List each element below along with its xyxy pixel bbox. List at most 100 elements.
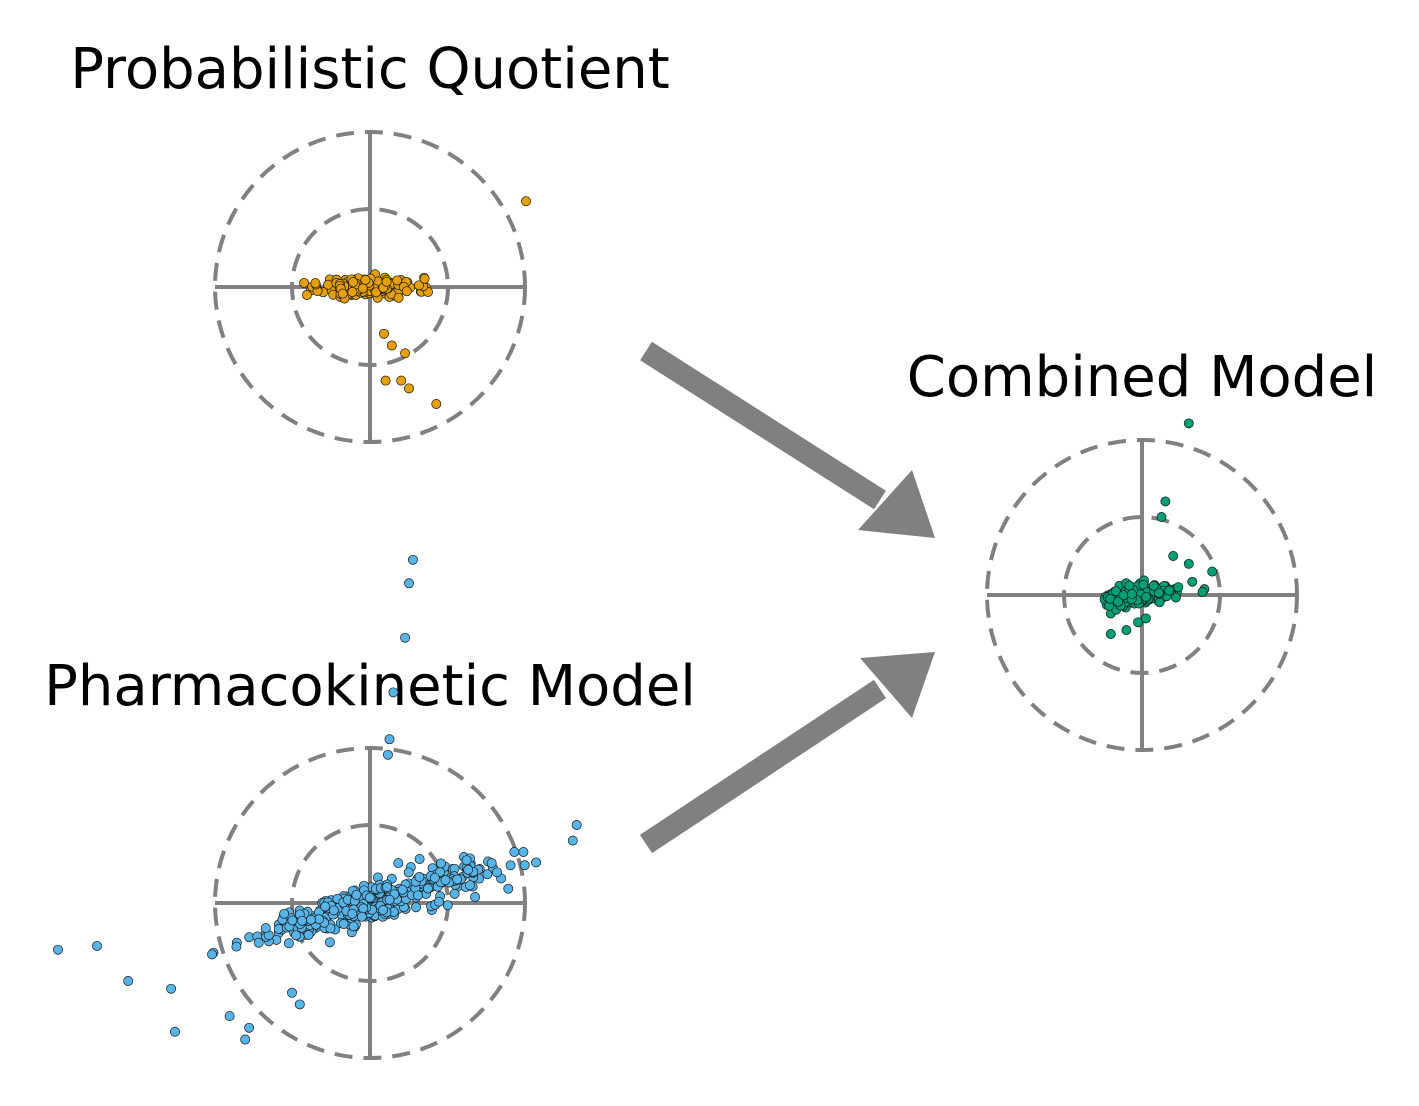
pk-point (297, 915, 307, 926)
pk-point (166, 983, 177, 994)
pk-point (414, 854, 425, 864)
combined-point (1183, 558, 1194, 569)
pk-point (518, 847, 529, 857)
panel-title-pq: Probabilistic Quotient (70, 37, 669, 102)
pq-point (404, 383, 414, 394)
pk-point (531, 857, 542, 868)
pq-point (400, 348, 411, 359)
pk-point (378, 905, 389, 915)
pk-point (571, 820, 582, 830)
pk-point (449, 888, 460, 899)
combined-point (1124, 580, 1135, 591)
pq-point (337, 288, 348, 299)
pk-point (404, 578, 414, 589)
combined-points (1099, 418, 1218, 639)
pk-point (397, 884, 408, 895)
pk-point (287, 987, 297, 998)
pk-point (442, 900, 453, 911)
pk-point (384, 734, 395, 745)
combined-point (1105, 629, 1116, 639)
pk-point (305, 914, 316, 925)
pq-points (299, 196, 531, 409)
pk-point (463, 864, 474, 875)
arrow-pq-to-combined (640, 341, 935, 538)
pk-point (303, 930, 314, 940)
combined-point (1197, 587, 1208, 597)
pk-point (294, 999, 305, 1010)
pk-point (356, 911, 367, 922)
combined-point (1133, 617, 1144, 628)
pk-point (253, 937, 264, 948)
pk-point (325, 923, 336, 934)
pk-point (411, 902, 421, 913)
pk-point (452, 874, 463, 885)
combined-point (1187, 576, 1198, 587)
pk-point (351, 889, 362, 900)
pk-point (347, 908, 358, 919)
pq-point (392, 275, 403, 286)
pk-point (503, 883, 514, 894)
combined-point (1207, 566, 1218, 577)
pk-point (320, 901, 331, 912)
pk-point (509, 847, 520, 857)
panel-combined (985, 418, 1299, 752)
pq-point (357, 283, 368, 294)
pk-point (393, 858, 404, 869)
pq-point (521, 196, 531, 207)
pk-point (486, 858, 497, 869)
combined-point (1164, 585, 1174, 596)
pk-point (400, 632, 411, 643)
pq-point (371, 287, 382, 298)
pq-point (301, 290, 312, 300)
pk-point (382, 749, 393, 760)
pk-point (287, 915, 298, 926)
pk-point (231, 941, 242, 952)
pq-point (299, 277, 310, 288)
pk-point (440, 875, 451, 886)
pk-points (53, 554, 582, 1045)
combined-point (1168, 551, 1179, 561)
pq-point (323, 279, 334, 290)
combined-point (1141, 591, 1151, 602)
pk-point (482, 869, 493, 880)
arrow-head-lower (860, 652, 935, 718)
panel-pk (53, 554, 582, 1060)
panel-pq (213, 130, 531, 444)
pk-point (324, 937, 335, 948)
pk-point (170, 1026, 180, 1037)
pk-point (492, 867, 502, 878)
pk-point (413, 890, 423, 901)
pk-point (433, 896, 444, 907)
pq-point (386, 340, 397, 351)
pk-point (260, 923, 271, 934)
pk-point (429, 872, 440, 883)
arrow-shaft-upper (640, 341, 886, 510)
pk-point (53, 944, 63, 955)
pq-point (347, 287, 358, 297)
arrow-shaft-lower (639, 679, 887, 854)
pk-target-grid (213, 746, 527, 1060)
pk-point (414, 872, 425, 882)
pk-point (403, 867, 414, 878)
pk-point (244, 1022, 255, 1033)
pq-point (381, 276, 392, 287)
pk-point (348, 921, 359, 932)
pk-point (407, 554, 418, 565)
pk-point (92, 940, 102, 951)
pk-point (328, 905, 339, 916)
combined-point (1127, 589, 1137, 600)
pq-point (396, 375, 407, 386)
pq-point (310, 278, 321, 289)
pk-point (422, 883, 433, 894)
pk-point (567, 835, 578, 846)
combined-point (1121, 625, 1132, 636)
combined-point (1173, 582, 1184, 593)
panel-title-combined: Combined Model (907, 345, 1377, 410)
pk-point (436, 858, 446, 869)
pk-point (338, 919, 349, 929)
combined-point (1156, 512, 1167, 522)
combined-point (1160, 496, 1171, 507)
pk-point (461, 855, 472, 866)
combined-point (1140, 613, 1151, 624)
